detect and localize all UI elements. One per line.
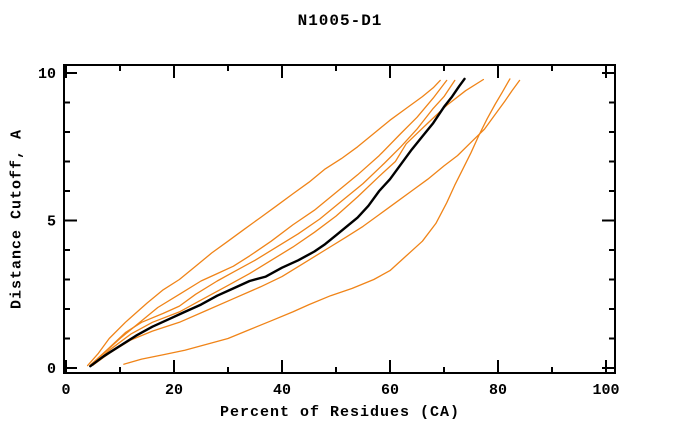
x-tick-label: 20 — [165, 382, 183, 399]
series-line-orange-5 — [92, 79, 521, 366]
series-line-orange-4 — [92, 78, 485, 366]
plot-box — [63, 64, 616, 374]
chart-title: N1005-D1 — [297, 12, 383, 30]
x-tick-label: 40 — [273, 382, 291, 399]
y-tick-label: 0 — [47, 361, 56, 378]
series-line-orange-1 — [86, 79, 441, 367]
series-line-black-main — [89, 77, 466, 368]
x-axis-label: Percent of Residues (CA) — [219, 404, 461, 421]
x-tick-label: 100 — [592, 382, 619, 399]
series-line-orange-3 — [89, 79, 456, 366]
y-tick-label: 5 — [47, 214, 56, 231]
series-line-orange-2 — [89, 79, 448, 367]
x-tick-label: 80 — [489, 382, 507, 399]
series-line-orange-6 — [123, 78, 511, 365]
x-tick-label: 60 — [381, 382, 399, 399]
x-tick-label: 0 — [61, 382, 70, 399]
y-tick-label: 10 — [38, 66, 56, 83]
